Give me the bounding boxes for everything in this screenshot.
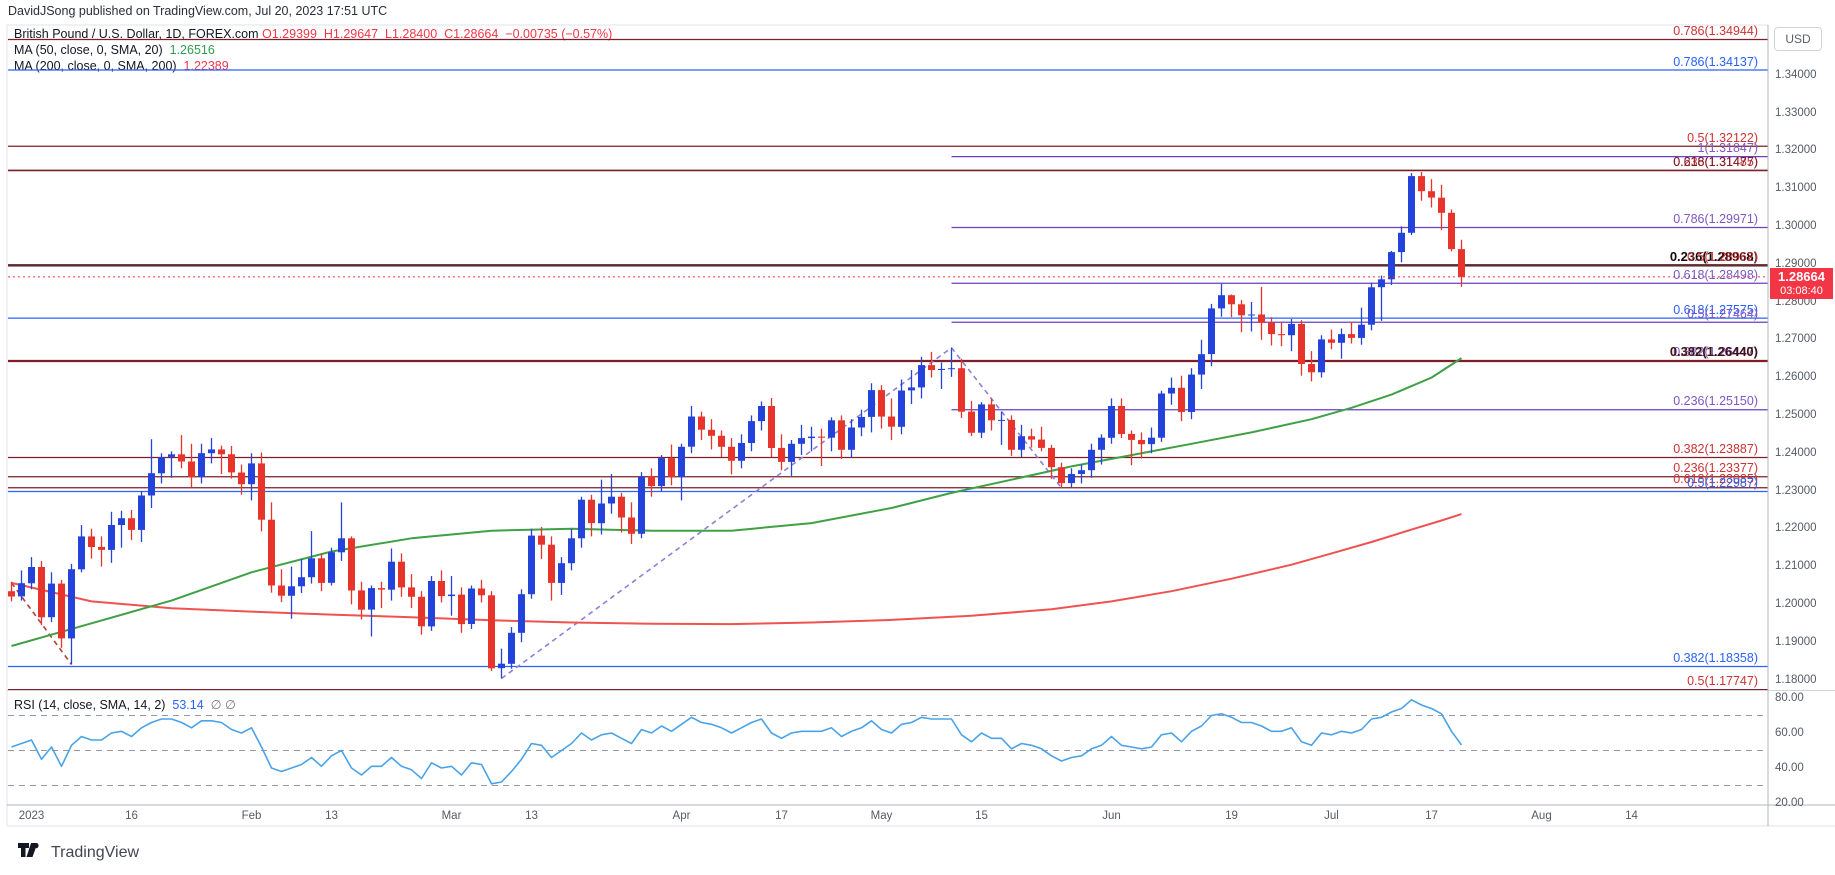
rsi-legend-row[interactable]: RSI (14, close, SMA, 14, 2) 53.14 ∅ ∅ — [14, 697, 236, 712]
tradingview-logo-icon — [18, 843, 39, 857]
tradingview-wordmark: TradingView — [51, 843, 140, 861]
ma50-label: MA (50, close, 0, SMA, 20) — [14, 43, 163, 57]
symbol-title: British Pound / U.S. Dollar, 1D, FOREX.c… — [14, 27, 259, 41]
ma50-value: 1.26516 — [169, 43, 215, 57]
bar-countdown-timer: 03:08:40 — [1780, 285, 1823, 297]
chart-legend-symbol-row[interactable]: British Pound / U.S. Dollar, 1D, FOREX.c… — [14, 27, 612, 41]
rsi-value: 53.14 — [172, 698, 204, 712]
last-price-badge: 1.28664 03:08:40 — [1770, 268, 1833, 299]
last-price-value: 1.28664 — [1778, 269, 1825, 284]
ma50-legend-row[interactable]: MA (50, close, 0, SMA, 20) 1.26516 — [14, 43, 215, 57]
tradingview-footer[interactable]: TradingView — [18, 843, 139, 862]
rsi-label: RSI (14, close, SMA, 14, 2) — [14, 698, 166, 712]
currency-toggle-button[interactable]: USD — [1774, 27, 1822, 51]
ohlc-values: O1.29399 H1.29647 L1.28400 C1.28664 −0.0… — [262, 27, 613, 41]
published-byline: DavidJSong published on TradingView.com,… — [8, 4, 388, 18]
rsi-extra-params: ∅ ∅ — [210, 698, 236, 712]
